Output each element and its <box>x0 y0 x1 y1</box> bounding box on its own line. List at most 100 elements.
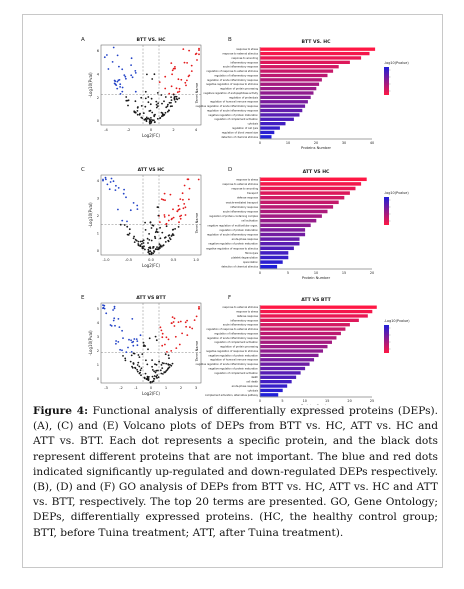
ns-dot <box>159 369 162 372</box>
up-dot <box>184 214 187 216</box>
up-dot <box>185 84 187 87</box>
up-dot <box>169 193 172 196</box>
up-dot <box>175 347 178 349</box>
go-term-bar <box>260 251 289 255</box>
volcano-y-tick: 2 <box>97 96 99 100</box>
ns-dot <box>127 104 129 107</box>
go-term-bar <box>260 388 283 393</box>
ns-dot <box>153 119 155 122</box>
ns-dot <box>136 364 139 366</box>
go-term-label: acute-phase response <box>232 238 259 241</box>
ns-dot <box>163 362 165 365</box>
go-term-label: complement activation, alternative pathw… <box>205 394 259 397</box>
bar-x-tick: 0 <box>259 141 261 145</box>
go-term-label: inflammatory response <box>230 206 258 209</box>
up-dot <box>174 67 176 70</box>
go-term-bar <box>260 246 294 251</box>
ns-dot <box>157 376 160 379</box>
go-term-label: response to external stimulus <box>223 53 259 56</box>
ns-dot <box>153 115 156 118</box>
up-dot <box>170 85 173 88</box>
down-dot <box>119 86 121 88</box>
ns-dot <box>126 99 129 102</box>
up-dot <box>177 78 180 81</box>
volcano-x-tick: -1.0 <box>102 258 110 262</box>
ns-dot <box>157 248 160 250</box>
ns-dot <box>150 239 153 242</box>
go-term-bar <box>260 353 319 358</box>
up-dot <box>188 74 191 77</box>
ns-dot <box>167 367 169 370</box>
up-dot <box>161 344 164 347</box>
down-dot <box>113 317 116 320</box>
go-term-bar <box>260 305 377 309</box>
ns-dot <box>155 339 158 342</box>
ns-dot <box>136 370 139 373</box>
ns-dot <box>128 232 131 235</box>
ns-dot <box>134 367 137 370</box>
ns-dot <box>166 105 169 108</box>
go-term-label: regulation of inflammatory response <box>214 74 258 77</box>
volcano-title: ATT VS HC <box>138 167 165 173</box>
volcano-x-tick: -2 <box>127 128 131 132</box>
ns-dot <box>177 226 180 228</box>
ns-dot <box>144 97 147 100</box>
ns-dot <box>158 243 161 246</box>
down-dot <box>121 329 123 332</box>
go-term-label: response to stress <box>236 311 259 314</box>
down-dot <box>116 80 119 83</box>
down-dot <box>110 177 113 180</box>
ns-dot <box>148 239 151 241</box>
up-dot <box>163 192 166 195</box>
go-term-bar <box>260 186 356 191</box>
ns-dot <box>157 105 159 107</box>
volcano-x-tick: 0 <box>150 128 153 132</box>
down-dot <box>104 176 107 179</box>
go-term-label: regulation of inflammatory response <box>214 332 258 335</box>
down-dot <box>131 76 134 79</box>
go-term-bar <box>260 200 339 205</box>
ns-dot <box>158 360 161 363</box>
go-term-bar <box>260 209 328 214</box>
up-dot <box>189 326 191 329</box>
go-term-label: negative regulation of response to stimu… <box>206 83 259 86</box>
volcano-y-tick: 4 <box>97 179 100 183</box>
up-dot <box>195 315 198 318</box>
volcano-x-tick: 0.5 <box>171 258 177 262</box>
ns-dot <box>154 113 156 116</box>
down-dot <box>134 90 137 93</box>
go-term-bar <box>260 232 306 237</box>
ns-dot <box>126 225 129 228</box>
go-term-bar <box>260 91 314 95</box>
ns-dot <box>147 101 150 104</box>
go-term-label: response to wounding <box>232 57 259 60</box>
up-dot <box>182 198 184 201</box>
up-dot <box>198 53 200 56</box>
go-term-bar <box>260 86 317 91</box>
volcano-plot-area <box>100 302 202 384</box>
ns-dot <box>137 240 140 243</box>
ns-dot <box>155 375 158 378</box>
up-dot <box>171 69 174 72</box>
go-term-label: regulation of protein processing <box>220 88 259 91</box>
up-dot <box>181 332 184 335</box>
bar-x-tick: 15 <box>342 271 346 275</box>
go-term-label: acute-phase response <box>232 385 259 388</box>
down-dot <box>121 90 124 93</box>
up-dot <box>176 91 179 94</box>
ns-dot <box>157 369 159 372</box>
ns-dot <box>136 113 139 116</box>
ns-dot <box>127 234 130 236</box>
down-dot <box>105 312 108 315</box>
ns-dot <box>145 359 147 362</box>
ns-dot <box>144 345 147 347</box>
go-term-label: negative regulation of endopeptidase act… <box>203 92 258 95</box>
ns-dot <box>147 242 149 244</box>
go-term-label: regulation of cell lysis <box>232 127 259 130</box>
bar-x-tick: 10 <box>286 141 290 145</box>
ns-dot <box>150 253 153 256</box>
down-dot <box>116 54 119 57</box>
down-dot <box>131 341 133 344</box>
ns-dot <box>160 94 163 96</box>
